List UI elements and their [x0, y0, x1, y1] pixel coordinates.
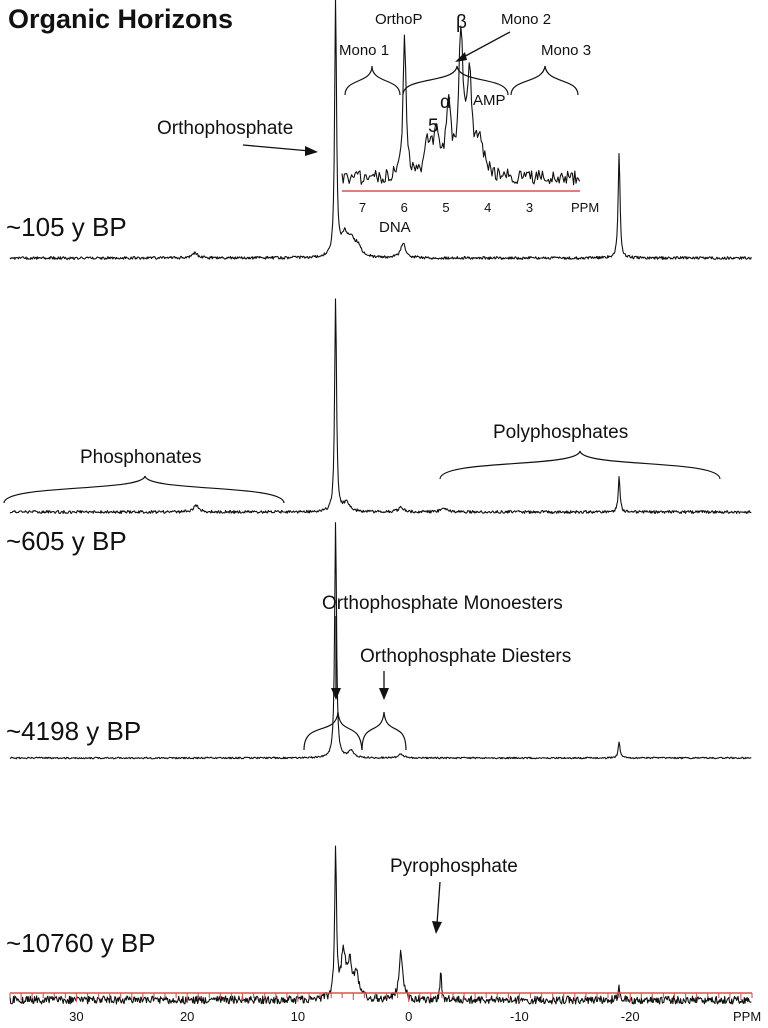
mono2-label: Mono 2 [501, 11, 551, 28]
inset-ppm-label: PPM [571, 200, 599, 215]
inset-tick-label: 4 [484, 200, 491, 215]
alpha-label: α [440, 92, 451, 113]
x-axis-ticks: 30 20 10 0 -10 -20 [9, 993, 753, 1024]
mono3-label: Mono 3 [541, 42, 591, 59]
beta-label: β [456, 12, 467, 33]
mono2-brace [402, 65, 509, 96]
inset-tick-labels: 7 6 5 4 3 [359, 200, 533, 215]
five-label: 5 [428, 116, 439, 137]
x-axis: 30 20 10 0 -10 -20 PPM [9, 992, 761, 1024]
phosphonates-label: Phosphonates [80, 447, 202, 468]
diesters-brace [361, 711, 407, 751]
spectrum-105-group: ~105 y BP [6, 0, 752, 260]
orthophosphate-arrow [242, 144, 311, 152]
polyphosphates-label: Polyphosphates [493, 422, 628, 443]
sample-label-4198: ~4198 y BP [6, 716, 141, 746]
x-tick-label: 30 [69, 1009, 83, 1024]
pyrophosphate-label: Pyrophosphate [390, 856, 518, 877]
inset-spectrum [341, 25, 581, 186]
spectrum-4198-group: ~4198 y BP [6, 522, 752, 760]
spectrum-605-group: ~605 y BP [6, 298, 752, 556]
x-tick-label: 10 [291, 1009, 305, 1024]
mono1-brace [344, 65, 401, 96]
spectrum-4198 [9, 522, 752, 760]
inset-tick-label: 3 [526, 200, 533, 215]
mono1-label: Mono 1 [339, 42, 389, 59]
orthophosphate-arrowhead [305, 146, 318, 156]
orthop-label: OrthoP [375, 11, 423, 28]
monoesters-arrowhead [331, 688, 341, 700]
amp-label: AMP [473, 92, 506, 109]
x-tick-label: -10 [510, 1009, 529, 1024]
spectrum-605 [9, 298, 752, 514]
polyphosphates-brace [439, 450, 721, 480]
x-tick-label: 0 [405, 1009, 412, 1024]
orthophosphate-label: Orthophosphate [157, 118, 293, 139]
spectrum-10760-group: ~10760 y BP [6, 845, 752, 1005]
mono3-brace [510, 65, 579, 96]
inset-tick-label: 6 [401, 200, 408, 215]
pyrophosphate-arrowhead [432, 921, 442, 934]
x-tick-label: 20 [180, 1009, 194, 1024]
phosphonates-brace [3, 475, 285, 504]
diesters-label: Orthophosphate Diesters [360, 646, 571, 667]
spectrum-105 [9, 0, 752, 260]
mono2-arrowhead [455, 52, 467, 62]
sample-label-105: ~105 y BP [6, 212, 127, 242]
x-axis-unit-label: PPM [733, 1009, 761, 1024]
pyrophosphate-arrow [436, 881, 441, 925]
x-tick-label: -20 [621, 1009, 640, 1024]
diesters-arrowhead [379, 688, 389, 700]
dna-label: DNA [379, 219, 411, 236]
chart-title: Organic Horizons [8, 4, 233, 34]
inset-tick-label: 5 [442, 200, 449, 215]
spectrum-10760 [9, 845, 752, 1005]
inset-tick-label: 7 [359, 200, 366, 215]
sample-label-605: ~605 y BP [6, 526, 127, 556]
sample-label-10760: ~10760 y BP [6, 928, 156, 958]
mono2-arrow [457, 31, 511, 61]
monoesters-brace [303, 711, 363, 751]
monoesters-label: Orthophosphate Monoesters [322, 593, 563, 614]
